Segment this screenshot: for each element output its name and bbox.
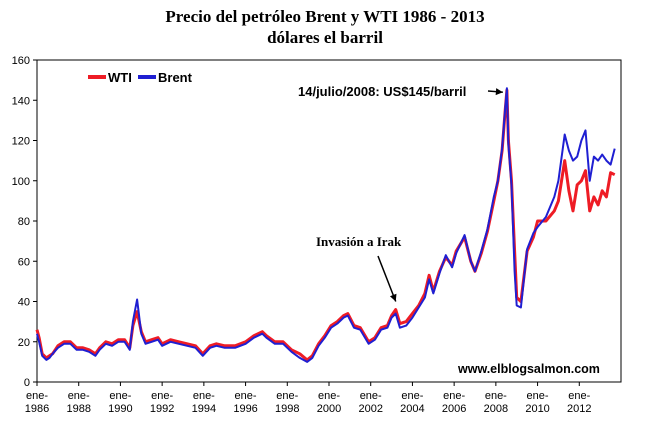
x-tick-label: ene- [193, 390, 215, 402]
x-tick-label: 2012 [567, 403, 591, 415]
y-tick-label: 0 [24, 377, 30, 389]
y-tick-label: 80 [18, 216, 30, 228]
x-axis: ene-1986ene-1988ene-1990ene-1992ene-1994… [25, 382, 592, 415]
x-tick-label: ene- [26, 390, 48, 402]
x-tick-label: ene- [360, 390, 382, 402]
x-tick-label: ene- [485, 390, 507, 402]
y-tick-label: 140 [12, 95, 30, 107]
plot-area [36, 59, 622, 383]
legend-label-brent: Brent [158, 70, 193, 85]
series-line-brent [36, 87, 616, 363]
annotation-irak-arrow [377, 255, 397, 302]
x-tick-label: 1986 [25, 403, 49, 415]
x-tick-label: ene- [151, 390, 173, 402]
chart-subtitle: dólares el barril [267, 28, 383, 47]
y-tick-label: 120 [12, 136, 30, 148]
series-lines [35, 87, 616, 363]
y-tick-label: 20 [18, 337, 30, 349]
x-tick-label: 1990 [108, 403, 132, 415]
x-tick-label: 2006 [442, 403, 466, 415]
x-tick-label: ene- [276, 390, 298, 402]
annotation-irak-arrowhead [389, 293, 397, 302]
x-tick-label: ene- [109, 390, 131, 402]
x-tick-label: 2000 [317, 403, 341, 415]
x-tick-label: ene- [443, 390, 465, 402]
x-tick-label: 2002 [358, 403, 382, 415]
x-tick-label: ene- [235, 390, 257, 402]
x-tick-label: 1994 [192, 403, 216, 415]
y-tick-label: 100 [12, 176, 30, 188]
y-axis: 0 20 40 60 80 100 120 140 160 [12, 55, 37, 389]
source-watermark: www.elblogsalmon.com [457, 362, 600, 376]
x-tick-label: ene- [401, 390, 423, 402]
annotation-irak-label: Invasión a Irak [316, 234, 402, 249]
x-tick-label: 1998 [275, 403, 299, 415]
x-tick-label: 1992 [150, 403, 174, 415]
series-line-wti [35, 88, 616, 362]
x-tick-label: 2010 [525, 403, 549, 415]
x-tick-label: ene- [68, 390, 90, 402]
annotation-peak-label: 14/julio/2008: US$145/barril [298, 84, 466, 99]
y-tick-label: 60 [18, 256, 30, 268]
x-tick-label: ene- [568, 390, 590, 402]
chart-title: Precio del petróleo Brent y WTI 1986 - 2… [165, 7, 485, 26]
x-tick-label: 2008 [484, 403, 508, 415]
x-tick-label: ene- [318, 390, 340, 402]
legend: WTI Brent [88, 70, 193, 85]
x-tick-label: 2004 [400, 403, 424, 415]
x-tick-label: 1996 [233, 403, 257, 415]
x-tick-label: ene- [527, 390, 549, 402]
y-tick-label: 40 [18, 297, 30, 309]
x-tick-label: 1988 [66, 403, 90, 415]
y-tick-label: 160 [12, 55, 30, 67]
legend-label-wti: WTI [108, 70, 132, 85]
annotation-peak-arrowhead [495, 88, 503, 96]
